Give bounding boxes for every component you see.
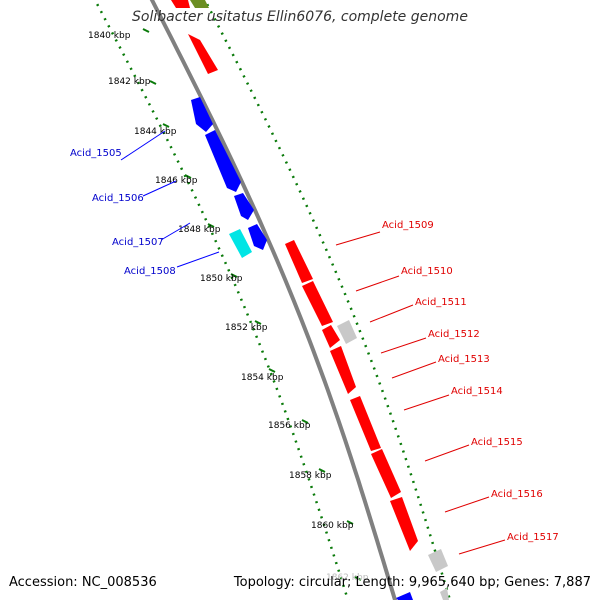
tick-label: 1852 kbp [225,323,268,333]
gene-reverse-1516 [390,497,418,551]
tick-label: 1840 kbp [88,31,131,41]
gene-reverse-1515 [371,449,401,498]
gene-features[interactable] [171,0,449,600]
tick-label: 1856 kbp [268,421,311,431]
tick-label: 1846 kbp [155,176,198,186]
gene-forward-1505 [191,97,213,132]
tick-mark [230,273,238,278]
tick-mark [142,28,150,33]
gene-label-forward: Acid_1508 [124,266,176,277]
tick-marks [142,28,362,581]
tick-mark [149,80,157,85]
gene-label-reverse: Acid_1510 [401,266,453,277]
tick-label: 1848 kbp [178,225,221,235]
tick-mark [354,576,362,581]
tick-label: 1854 kbp [241,373,284,383]
tick-label: 1862 kbp [326,573,369,583]
gene-label-line [369,304,414,323]
gene-reverse-1509 [285,240,313,283]
gene-forward-1507b [248,224,267,250]
gene-label-line [355,275,400,292]
gene-label-line [160,222,191,241]
scale-guide-lines [93,0,452,600]
inner-dotted-line [93,0,350,600]
genome-summary-text: Topology: circular; Length: 9,965,640 bp… [233,575,591,590]
tick-mark [268,368,276,373]
tick-mark [254,320,262,325]
tick-mark [301,419,309,424]
gene-label-reverse: Acid_1515 [471,437,523,448]
gene-label-reverse: Acid_1512 [428,329,480,340]
gene-label-line [120,130,166,161]
gene-label-lines [120,130,506,555]
gene-partial-top-red [171,0,190,8]
gene-label-line [403,394,450,411]
gene-label-line [335,231,381,246]
tick-mark [207,223,215,228]
tick-mark [162,123,170,128]
gene-label-line [176,251,220,268]
gene-reverse-1510 [302,281,333,326]
tick-mark [318,468,326,473]
tick-label: 1842 kbp [108,77,151,87]
gene-label-reverse: Acid_1513 [438,354,490,365]
gene-reverse-1513 [330,346,356,394]
gene-forward-1507 [234,193,254,220]
gene-partial-bottom-blue [396,592,413,600]
tick-mark [346,520,354,525]
gene-label-line [142,180,177,197]
gene-label-line [424,444,470,462]
gene-label-forward: Acid_1507 [112,237,164,248]
tick-labels: 1840 kbp 1842 kbp 1844 kbp 1846 kbp 1848 kbp… [88,31,369,583]
gene-label-reverse: Acid_1517 [507,532,559,543]
gene-partial-top-green [190,0,209,8]
gene-label-reverse: Acid_1514 [451,386,503,397]
gene-label-reverse: Acid_1509 [382,220,434,231]
gene-label-reverse: Acid_1511 [415,297,467,308]
tick-mark [184,174,192,179]
gene-forward-1506 [205,130,241,192]
map-title: Solibacter usitatus Ellin6076, complete … [132,9,468,25]
gene-reverse-1511 [337,320,357,344]
gene-forward-1508 [229,229,252,258]
gene-reverse-1514 [350,396,381,451]
gene-partial-bottom-grey [440,588,449,600]
backbone-line [149,0,398,600]
tick-label: 1858 kbp [289,471,332,481]
tick-label: 1860 kbp [311,521,354,531]
gene-label-forward: Acid_1506 [92,193,144,204]
genome-backbone [149,0,398,600]
gene-label-line [444,496,490,513]
gene-label-forward: Acid_1505 [70,148,122,159]
gene-label-line [458,539,506,555]
gene-label-line [380,337,427,354]
gene-reverse-1512 [322,325,340,348]
gene-reverse-partial [188,34,218,74]
gene-reverse-1517 [428,549,448,572]
tick-label: 1844 kbp [134,127,177,137]
tick-label: 1850 kbp [200,274,243,284]
gene-label-line [391,361,437,379]
accession-text: Accession: NC_008536 [9,575,157,590]
gene-labels[interactable]: Acid_1505 Acid_1506 Acid_1507 Acid_1508 Acid… [70,148,559,543]
gene-label-reverse: Acid_1516 [491,489,543,500]
